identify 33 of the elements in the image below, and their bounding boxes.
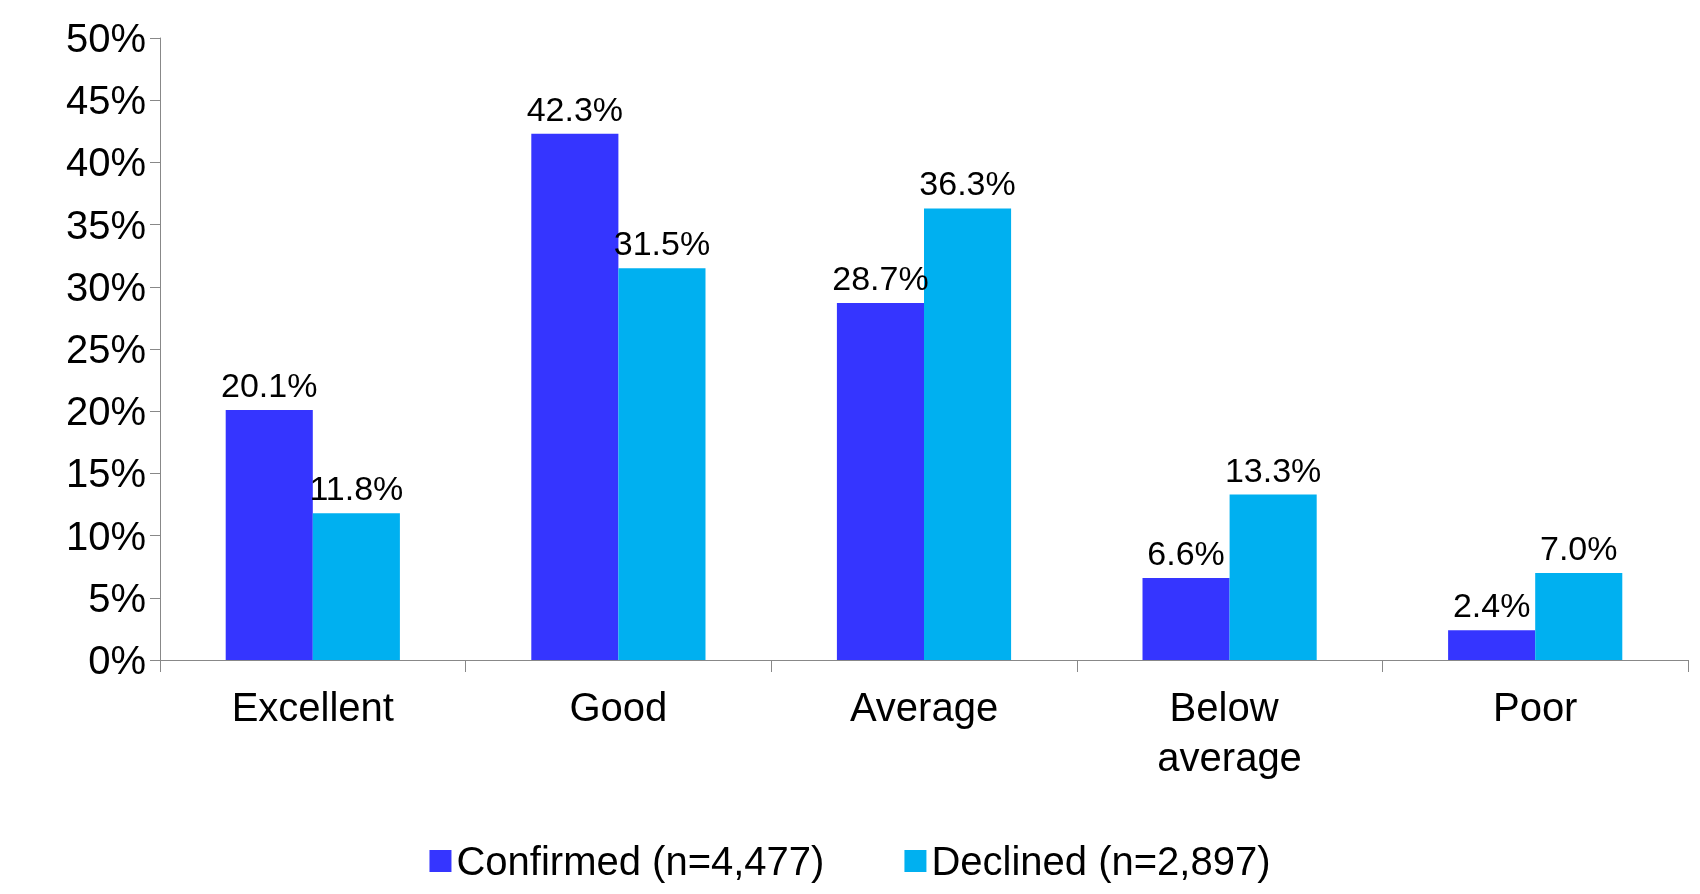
y-tick-label: 10%: [65, 513, 146, 558]
y-tick-label: 35%: [65, 202, 146, 247]
data-label: 36.3%: [919, 164, 1016, 203]
y-tick-label: 45%: [65, 78, 146, 123]
bar: [836, 302, 924, 660]
y-tick-label: 5%: [88, 575, 146, 620]
x-tick-label: Poor: [1492, 685, 1578, 729]
y-tick-label: 30%: [65, 264, 146, 309]
data-label: 42.3%: [526, 89, 624, 128]
bar: [1142, 577, 1230, 660]
x-tick-label: Average: [849, 685, 999, 729]
bar: [618, 268, 706, 660]
bar: [312, 513, 400, 660]
y-tick-label: 0%: [88, 638, 146, 682]
y-tick-label: 20%: [65, 389, 146, 434]
data-label: 13.3%: [1224, 450, 1322, 489]
y-tick-label: 25%: [65, 327, 146, 371]
legend-label: Confirmed (n=4,477): [456, 839, 825, 883]
bar: [1535, 572, 1623, 660]
data-label: 20.1%: [221, 365, 318, 404]
y-tick-label: 40%: [65, 140, 146, 185]
x-tick-label: Excellent: [231, 685, 394, 729]
bar: [1229, 494, 1317, 660]
data-label: 7.0%: [1540, 528, 1618, 567]
bar: [1448, 630, 1536, 660]
bar: [225, 409, 313, 660]
data-label: 6.6%: [1147, 533, 1225, 572]
legend-label: Declined (n=2,897): [931, 839, 1271, 883]
data-label: 2.4%: [1452, 586, 1531, 625]
x-tick-label: Good: [569, 685, 668, 729]
y-tick-label: 50%: [65, 16, 146, 60]
x-tick-label: Below average: [1157, 685, 1302, 779]
y-tick-label: 15%: [65, 451, 146, 496]
